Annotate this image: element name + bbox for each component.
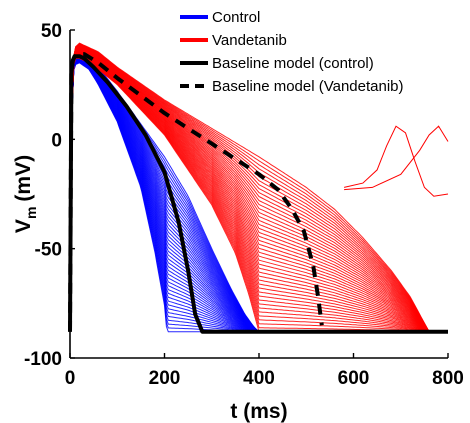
y-axis-label-unit: (mV)	[12, 155, 35, 202]
trace-vandetanib-44	[69, 42, 448, 333]
x-tick-label-800: 800	[432, 368, 464, 389]
legend-background	[178, 5, 456, 97]
oscillating-trace-1	[343, 125, 449, 197]
y-tick-label--50: -50	[35, 240, 62, 261]
x-tick-label-400: 400	[243, 368, 275, 389]
y-tick-label-50: 50	[41, 21, 62, 42]
oscillating-trace-2	[344, 125, 449, 191]
baseline-traces	[68, 52, 448, 334]
x-tick-label-0: 0	[65, 368, 76, 389]
y-tick-label-0: 0	[51, 130, 62, 151]
legend-label-baseline-control: Baseline model (control)	[212, 55, 374, 72]
y-axis-label-subscript: m	[23, 207, 39, 219]
x-tick-label-600: 600	[338, 368, 370, 389]
y-axis-label-main: V	[12, 219, 35, 233]
x-axis-label: t (ms)	[230, 400, 287, 423]
legend: Control Vandetanib Baseline model (contr…	[178, 5, 456, 97]
series-baseline-model-vandetanib	[68, 52, 324, 332]
x-tick-label-200: 200	[149, 368, 181, 389]
legend-label-baseline-vandetanib: Baseline model (Vandetanib)	[212, 78, 404, 95]
y-tick-label--100: -100	[24, 349, 62, 370]
legend-label-control: Control	[212, 9, 260, 26]
axis-ticks: 0 200 400 600 800 50 0 -50 -100	[24, 21, 464, 389]
legend-label-vandetanib: Vandetanib	[212, 32, 287, 49]
y-axis-label: Vm (mV)	[12, 155, 39, 233]
